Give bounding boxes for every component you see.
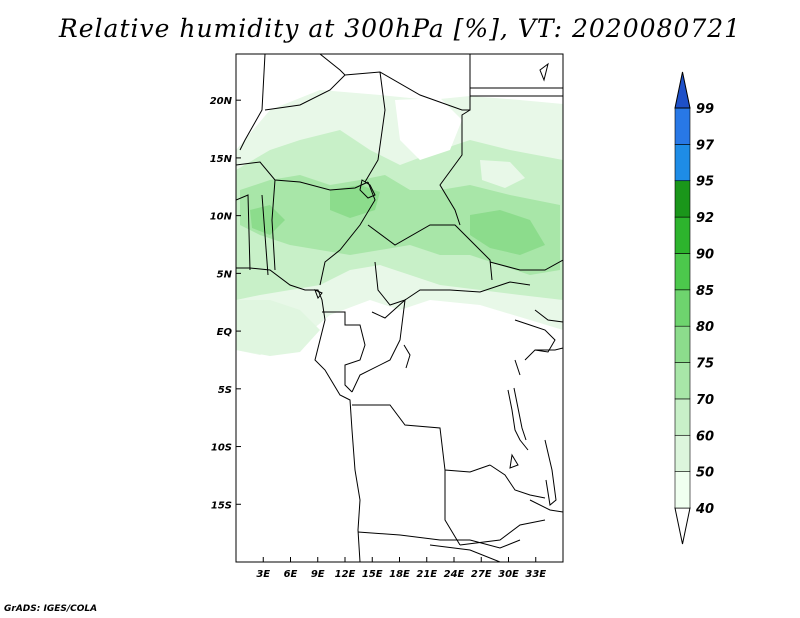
y-tick-label: 10S: [211, 443, 232, 454]
y-axis: 20N 15N 10N 5N EQ 5S 10S 15S: [210, 96, 241, 511]
colorbar-label: 95: [696, 175, 714, 190]
coast-bioko: [314, 289, 323, 299]
border-nigeria-cameroon: [319, 181, 376, 286]
colorbar-label: 50: [696, 466, 714, 481]
lake-malawi: [544, 439, 557, 506]
border-congo-drc: [351, 298, 406, 393]
y-tick-label: EQ: [217, 327, 233, 338]
border-congo-gabon: [322, 311, 366, 393]
colorbar-label: 80: [696, 320, 714, 335]
colorbar: 40 50 60 70 75 80 85 90 92 95 97 99: [674, 71, 715, 545]
grads-credit: GrADS: IGES/COLA: [4, 604, 98, 614]
colorbar-under-arrow: [674, 507, 691, 545]
colorbar-label: 70: [696, 393, 714, 408]
border-cameroon-car: [374, 261, 406, 306]
colorbar-label: 75: [696, 357, 714, 372]
x-tick-label: 12E: [335, 569, 356, 580]
colorbar-label: 92: [696, 211, 714, 226]
lake-chad-region: [359, 179, 376, 199]
humidity-shading: [236, 54, 563, 562]
x-tick-label: 27E: [471, 569, 492, 580]
coast-gulf-of-guinea: [236, 267, 361, 562]
border-uganda-kenya: [534, 309, 563, 323]
y-tick-label: 15N: [210, 154, 233, 165]
colorbar-label: 90: [696, 247, 714, 262]
border-chad-car: [367, 224, 493, 281]
border-south: [429, 544, 501, 562]
border-libya-niger-chad: [344, 54, 471, 111]
colorbar-label: 60: [696, 429, 714, 444]
dry-pocket-1: [480, 160, 525, 188]
colorbar-segment: [674, 253, 691, 291]
border-ghana: [236, 194, 251, 271]
x-tick-label: 30E: [498, 569, 519, 580]
lake-tanganyika: [507, 389, 529, 451]
colorbar-segment: [674, 325, 691, 363]
border-benin-nigeria: [271, 179, 276, 271]
colorbar-segment: [674, 144, 691, 182]
lake-bangweulu: [509, 453, 519, 469]
border-zambia-drc: [489, 464, 546, 499]
y-tick-label: 5S: [218, 385, 232, 396]
border-car-drc: [404, 281, 531, 301]
colorbar-segment: [674, 471, 691, 509]
lake-kivu: [514, 359, 521, 376]
humidity-patch-80b: [470, 210, 545, 255]
x-tick-label: 18E: [389, 569, 410, 580]
border-nigeria-niger: [236, 161, 369, 191]
map-title: Relative humidity at 300hPa [%], VT: 202…: [58, 14, 742, 43]
colorbar-segment: [674, 289, 691, 327]
x-tick-label: 33E: [525, 569, 546, 580]
border-angola-zambia: [444, 470, 461, 546]
colorbar-segment: [674, 107, 691, 145]
country-borders: [236, 54, 563, 562]
x-tick-label: 15E: [362, 569, 383, 580]
x-tick-label: 3E: [256, 569, 270, 580]
colorbar-label: 99: [696, 102, 714, 117]
border-botswana: [469, 539, 521, 549]
colorbar-segment: [674, 362, 691, 400]
dry-pocket-2: [395, 98, 462, 160]
border-tanzania: [535, 347, 563, 351]
x-axis: 3E 6E 9E 12E 15E 18E 21E 24E 27E 30E 33E: [256, 557, 546, 580]
colorbar-segment: [674, 398, 691, 436]
colorbar-segment: [674, 434, 691, 472]
lake-tanganyika-east: [513, 387, 527, 441]
y-tick-label: 10N: [210, 212, 233, 223]
x-tick-label: 9E: [311, 569, 325, 580]
border-angola-namibia: [357, 531, 470, 541]
x-tick-label: 6E: [284, 569, 298, 580]
border-sudan-south: [489, 259, 563, 271]
colorbar-segment: [674, 216, 691, 254]
border-algeria-niger: [264, 54, 346, 111]
colorbar-segment: [674, 180, 691, 218]
border-niger-chad: [364, 71, 386, 183]
border-angola-drc: [352, 404, 491, 473]
humidity-patch-80a: [330, 185, 380, 218]
border-mali-niger: [239, 54, 266, 151]
humidity-patch-80c: [250, 205, 285, 235]
y-tick-label: 5N: [217, 269, 233, 280]
colorbar-label: 85: [696, 284, 714, 299]
x-tick-label: 24E: [444, 569, 465, 580]
y-tick-label: 15S: [211, 500, 232, 511]
colorbar-label: 40: [695, 502, 714, 517]
border-benin-togo: [261, 194, 269, 276]
river-misc-1: [403, 344, 411, 369]
border-mozambique: [529, 499, 563, 513]
colorbar-label: 97: [696, 138, 715, 153]
humidity-band-south: [236, 300, 320, 356]
x-tick-label: 21E: [416, 569, 437, 580]
border-chad-sudan: [439, 109, 471, 226]
colorbar-over-arrow: [674, 71, 691, 109]
sudan-coast: [539, 62, 549, 82]
y-tick-label: 20N: [210, 96, 233, 107]
